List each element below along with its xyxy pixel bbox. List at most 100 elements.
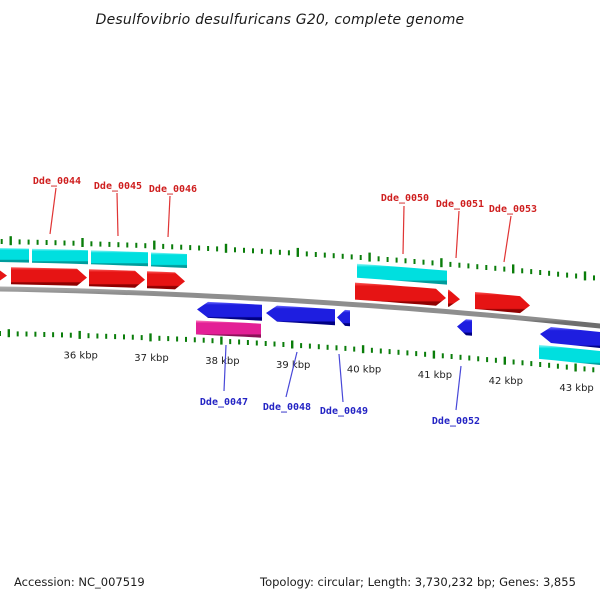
minor-tick (359, 255, 362, 260)
minor-tick (87, 333, 90, 339)
leader-line-Dde_0052 (455, 365, 462, 411)
minor-tick (260, 248, 263, 254)
minor-tick (395, 257, 398, 263)
minor-tick (72, 240, 75, 246)
minor-tick (539, 362, 542, 367)
leader-line-Dde_0045 (116, 192, 119, 237)
minor-tick (167, 336, 170, 342)
kbp-label: 37 kbp (134, 353, 168, 364)
leader-line-Dde_0046 (167, 195, 171, 238)
minor-tick (503, 266, 506, 272)
major-tick (81, 238, 84, 247)
minor-tick (512, 359, 515, 365)
minor-tick (238, 339, 241, 345)
minor-tick (158, 335, 161, 341)
minor-tick (575, 273, 578, 279)
gene-Dde_0048 (266, 305, 335, 326)
minor-tick (406, 350, 409, 356)
minor-tick (216, 246, 219, 252)
minor-tick (494, 357, 497, 363)
category-block (196, 320, 261, 338)
leader-line-Dde_0049 (338, 353, 344, 403)
minor-tick (521, 360, 524, 366)
minor-tick (459, 354, 462, 360)
minor-tick (308, 343, 311, 349)
gene-Dde_0051 (448, 289, 460, 307)
minor-tick (162, 243, 165, 249)
minor-tick (468, 355, 471, 361)
minor-tick (353, 346, 356, 352)
major-tick (224, 243, 228, 253)
minor-tick (458, 262, 461, 268)
minor-tick (404, 258, 407, 264)
minor-tick (207, 246, 210, 251)
minor-tick (317, 344, 320, 350)
minor-tick (539, 270, 542, 275)
kbp-label: 38 kbp (205, 356, 239, 367)
minor-tick (114, 334, 117, 340)
gene-Dde_0049 (337, 309, 350, 327)
major-tick (153, 240, 156, 250)
minor-tick (287, 250, 290, 256)
minor-tick (255, 340, 258, 346)
leader-line-Dde_0053 (503, 215, 512, 263)
major-tick (512, 264, 515, 274)
gene-label-Dde_0050: Dde_0050 (381, 193, 429, 204)
category-block (32, 248, 88, 265)
gene-Dde_0052 (457, 319, 472, 336)
minor-tick (370, 347, 373, 353)
minor-tick (211, 338, 214, 344)
minor-tick (476, 264, 479, 270)
minor-tick (144, 243, 147, 249)
gene-Dde_0044 (11, 267, 87, 286)
major-tick (361, 345, 365, 354)
minor-tick (176, 336, 179, 342)
minor-tick (189, 245, 192, 251)
minor-tick (422, 259, 425, 265)
minor-tick (140, 335, 143, 341)
minor-tick (252, 248, 254, 254)
ruler-top (0, 236, 595, 281)
minor-tick (96, 333, 99, 339)
map-title: Desulfovibrio desulfuricans G20, complet… (95, 12, 465, 28)
category-block (91, 250, 148, 267)
minor-tick (300, 343, 303, 349)
minor-tick (335, 345, 338, 351)
minor-tick (314, 252, 317, 257)
major-tick (503, 356, 506, 365)
minor-tick (0, 239, 3, 244)
gene-label-Dde_0051: Dde_0051 (436, 199, 484, 210)
minor-tick (25, 331, 28, 337)
minor-tick (477, 356, 480, 362)
kbp-label: 41 kbp (418, 370, 452, 381)
major-tick (149, 333, 152, 342)
minor-tick (126, 242, 129, 248)
minor-tick (565, 364, 568, 370)
minor-tick (131, 334, 134, 340)
gene-label-Dde_0048: Dde_0048 (263, 402, 311, 413)
minor-tick (323, 252, 326, 258)
minor-tick (431, 260, 434, 266)
minor-tick (90, 241, 93, 247)
gene-Dde_0053 (475, 292, 530, 314)
accession-text: Accession: NC_007519 (14, 575, 145, 589)
gene-labels: Dde_0044 Dde_0045 Dde_0046 Dde_0050 Dde_0051… (33, 176, 537, 427)
minor-tick (27, 239, 30, 245)
minor-tick (0, 331, 1, 336)
minor-tick (135, 242, 138, 248)
leader-line-Dde_0044 (49, 187, 57, 235)
leader-line-Dde_0051 (455, 210, 460, 259)
minor-tick (556, 363, 559, 369)
major-tick (291, 340, 294, 349)
minor-tick (530, 361, 533, 367)
minor-tick (397, 349, 400, 355)
minor-tick (341, 253, 344, 259)
gene-label-Dde_0045: Dde_0045 (94, 181, 142, 192)
minor-tick (305, 251, 308, 257)
genome-backbone (0, 286, 600, 329)
minor-tick (34, 331, 37, 337)
minor-tick (449, 261, 452, 267)
minor-tick (388, 349, 391, 355)
